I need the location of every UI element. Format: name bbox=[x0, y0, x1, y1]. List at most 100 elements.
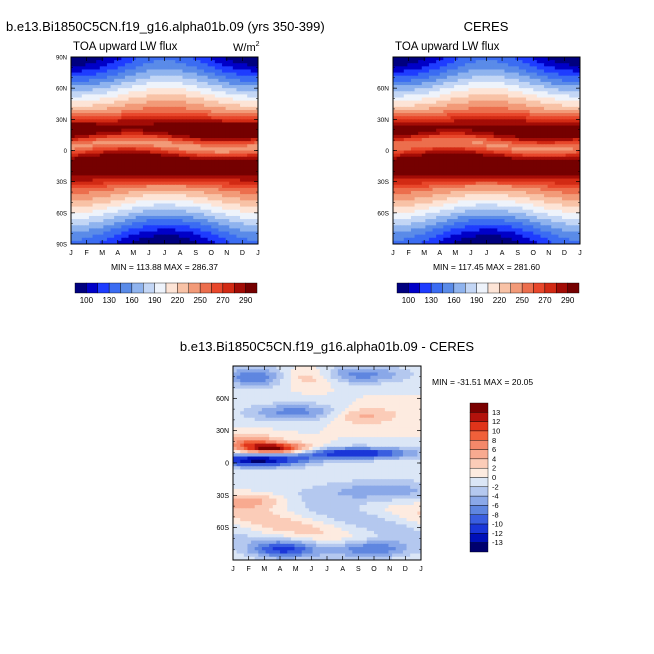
heatmap-model-cell bbox=[225, 144, 230, 148]
heatmap-model-cell bbox=[74, 85, 79, 89]
heatmap-model-cell bbox=[200, 106, 205, 111]
heatmap-obs-cell bbox=[504, 94, 509, 99]
heatmap-model-cell bbox=[164, 228, 169, 233]
heatmap-obs-cell bbox=[454, 69, 459, 74]
heatmap-model-cell bbox=[135, 225, 140, 230]
heatmap-model-cell bbox=[182, 166, 187, 170]
heatmap-model-cell bbox=[225, 194, 230, 198]
axis-model-ytick-label: 90S bbox=[56, 243, 67, 249]
heatmap-model-cell bbox=[146, 150, 151, 155]
heatmap-model-cell bbox=[132, 122, 137, 127]
heatmap-model-cell bbox=[164, 225, 169, 230]
heatmap-model-cell bbox=[124, 200, 130, 205]
heatmap-obs-cell bbox=[475, 60, 480, 64]
heatmap-obs-cell bbox=[475, 156, 480, 161]
heatmap-model-cell bbox=[196, 191, 202, 195]
heatmap-obs-cell bbox=[511, 134, 516, 139]
heatmap-obs-cell bbox=[540, 109, 545, 114]
heatmap-model-cell bbox=[99, 203, 104, 208]
heatmap-obs-cell bbox=[486, 88, 491, 92]
heatmap-obs-cell bbox=[414, 116, 419, 120]
heatmap-model-cell bbox=[139, 237, 144, 242]
heatmap-model-cell bbox=[218, 78, 223, 83]
heatmap-model-cell bbox=[175, 237, 180, 242]
heatmap-obs-cell bbox=[544, 150, 549, 155]
heatmap-model-cell bbox=[160, 203, 166, 208]
heatmap-obs bbox=[393, 57, 580, 244]
heatmap-model-cell bbox=[160, 231, 166, 236]
heatmap-obs-cell bbox=[515, 91, 520, 95]
heatmap-model-cell bbox=[96, 222, 101, 226]
heatmap-model-cell bbox=[142, 156, 148, 161]
heatmap-model-cell bbox=[106, 215, 112, 220]
heatmap-obs-cell bbox=[572, 103, 578, 108]
heatmap-model-cell bbox=[214, 184, 220, 189]
heatmap-obs-cell bbox=[450, 156, 455, 161]
heatmap-model-cell bbox=[229, 203, 234, 208]
heatmap-obs-cell bbox=[572, 147, 578, 152]
heatmap-obs-cell bbox=[432, 134, 437, 139]
heatmap-model-cell bbox=[142, 97, 148, 102]
heatmap-model-cell bbox=[146, 131, 151, 136]
heatmap-obs-cell bbox=[472, 156, 477, 161]
heatmap-obs-cell bbox=[472, 91, 477, 95]
heatmap-obs-cell bbox=[562, 119, 567, 124]
heatmap-model-cell bbox=[103, 240, 108, 244]
heatmap-model-cell bbox=[200, 69, 205, 74]
heatmap-model-cell bbox=[96, 147, 101, 152]
heatmap-obs-cell bbox=[529, 156, 534, 161]
heatmap-obs-cell bbox=[443, 131, 448, 136]
heatmap-model-cell bbox=[96, 209, 101, 214]
heatmap-model-cell bbox=[232, 178, 238, 183]
heatmap-model-cell bbox=[96, 234, 101, 239]
heatmap-obs-cell bbox=[529, 88, 534, 92]
heatmap-model-cell bbox=[182, 212, 187, 217]
heatmap-obs-cell bbox=[443, 128, 448, 133]
heatmap-obs-cell bbox=[439, 66, 444, 71]
heatmap-model-cell bbox=[171, 156, 176, 161]
heatmap-obs-cell bbox=[562, 78, 567, 83]
heatmap-obs-cell bbox=[403, 116, 408, 120]
heatmap-model-cell bbox=[236, 228, 241, 233]
heatmap-model-cell bbox=[153, 169, 158, 173]
heatmap-obs-cell bbox=[403, 134, 408, 139]
heatmap-obs-cell bbox=[428, 156, 434, 161]
heatmap-model-cell bbox=[121, 134, 126, 139]
heatmap-model-cell bbox=[132, 66, 137, 71]
heatmap-model-cell bbox=[114, 181, 119, 186]
heatmap-obs-cell bbox=[544, 57, 549, 61]
heatmap-model-cell bbox=[146, 156, 151, 161]
heatmap-model-cell bbox=[78, 109, 83, 114]
heatmap-model-cell bbox=[132, 191, 137, 195]
heatmap-obs-cell bbox=[425, 141, 430, 145]
heatmap-obs-cell bbox=[533, 128, 538, 133]
heatmap-obs-cell bbox=[457, 57, 462, 61]
heatmap-obs-cell bbox=[439, 81, 444, 86]
heatmap-model-cell bbox=[114, 131, 119, 136]
heatmap-obs-cell bbox=[529, 78, 534, 83]
heatmap-obs-cell bbox=[450, 85, 455, 89]
heatmap-model-cell bbox=[160, 134, 166, 139]
heatmap-model-cell bbox=[168, 219, 173, 223]
heatmap-model-cell bbox=[124, 113, 130, 117]
heatmap-model-cell bbox=[229, 178, 234, 183]
heatmap-model-cell bbox=[153, 63, 158, 67]
heatmap-obs-cell bbox=[400, 153, 405, 158]
heatmap-model-cell bbox=[171, 122, 176, 127]
heatmap-model-cell bbox=[106, 147, 112, 152]
heatmap-obs-cell bbox=[562, 150, 567, 155]
heatmap-model-cell bbox=[114, 147, 119, 152]
heatmap-obs-cell bbox=[533, 138, 538, 142]
heatmap-model-cell bbox=[207, 162, 212, 167]
heatmap-obs-cell bbox=[446, 88, 452, 92]
heatmap-obs-cell bbox=[569, 88, 574, 92]
heatmap-model-cell bbox=[124, 147, 130, 152]
heatmap-model-cell bbox=[254, 150, 258, 155]
heatmap-model-cell bbox=[254, 153, 258, 158]
heatmap-obs-cell bbox=[544, 122, 549, 127]
heatmap-obs-cell bbox=[454, 138, 459, 142]
heatmap-model-cell bbox=[171, 219, 176, 223]
colorbar-model-label: 270 bbox=[216, 296, 230, 305]
heatmap-obs-cell bbox=[418, 119, 423, 124]
heatmap-obs-cell bbox=[490, 63, 495, 67]
